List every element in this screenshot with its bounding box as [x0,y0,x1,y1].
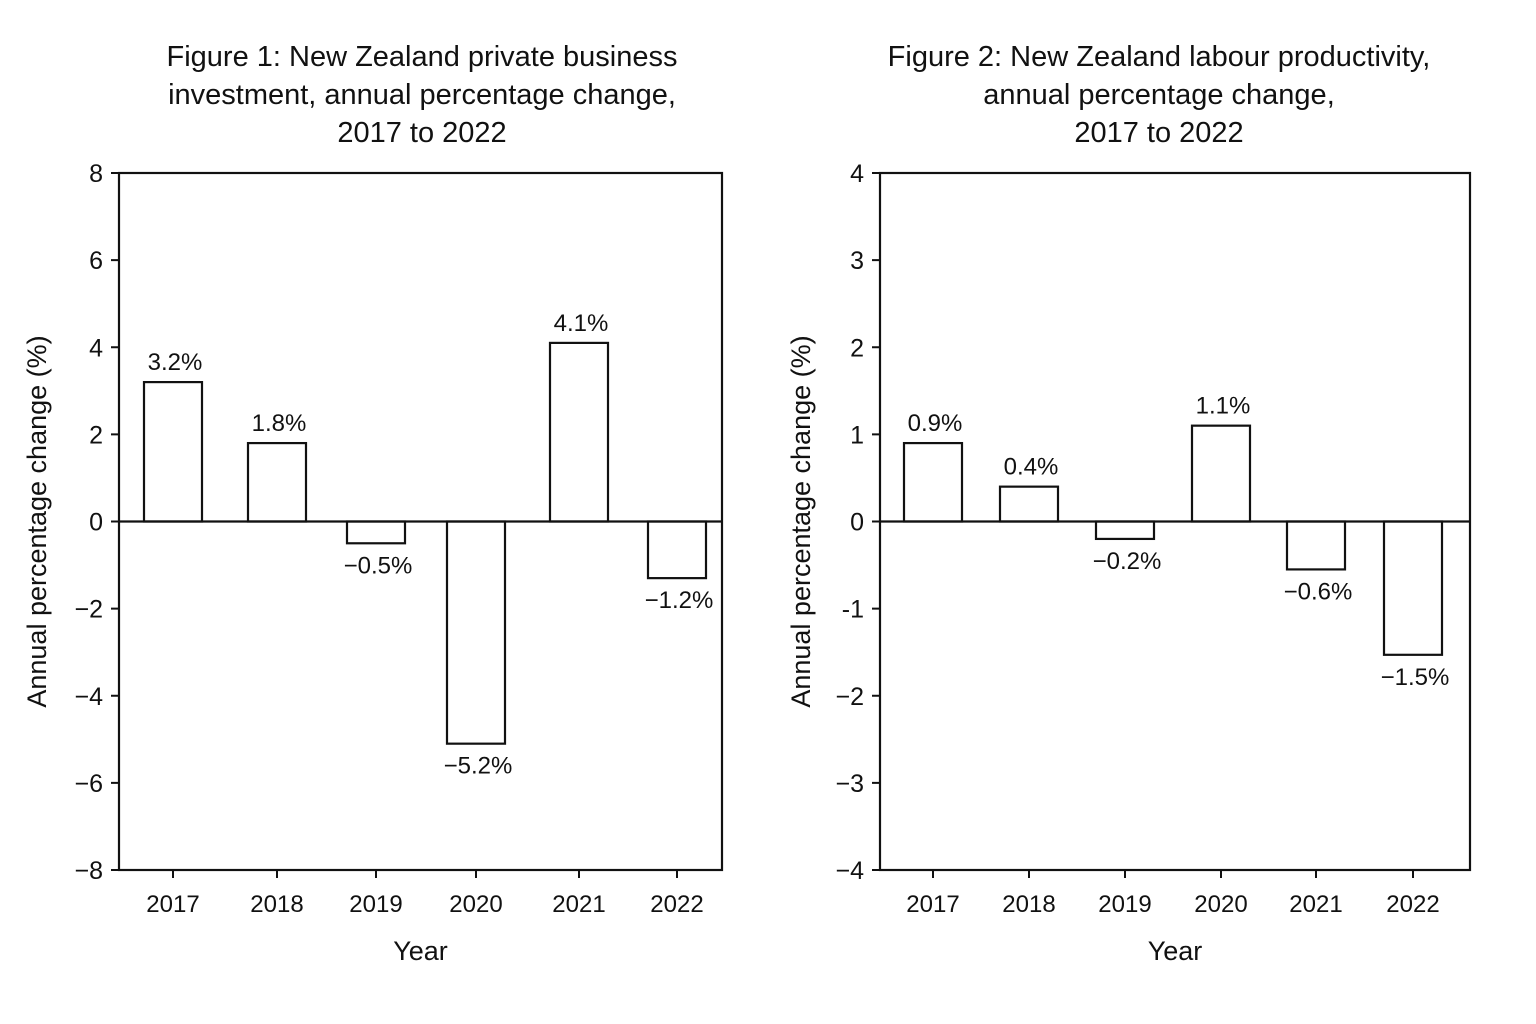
bar-2022 [1382,520,1444,656]
x-tick-label: 2018 [1002,891,1055,918]
bar-2018 [998,485,1060,523]
data-label: −1.5% [1381,664,1450,691]
bar-2020 [445,520,507,745]
data-label: 1.1% [1196,393,1251,420]
bar-2018 [246,441,308,523]
x-tick-label: 2019 [1098,891,1151,918]
chart-title-line: 2017 to 2022 [337,117,506,149]
chart-title-line: annual percentage change, [983,79,1335,111]
data-label: −0.5% [344,552,413,579]
y-tick-label: 2 [89,421,103,449]
y-tick-label: 2 [850,334,864,362]
y-tick-label: 6 [89,247,103,275]
x-tick-label: 2017 [906,891,959,918]
y-tick-label: 1 [850,421,864,449]
y-tick-label: 0 [850,509,864,537]
x-tick-label: 2019 [349,891,402,918]
y-tick-label: −2 [74,596,103,624]
x-axis-title: Year [1148,936,1203,966]
y-tick-label: 4 [850,160,864,188]
x-tick-label: 2022 [650,891,703,918]
x-tick-label: 2021 [552,891,605,918]
x-tick-label: 2020 [1194,891,1247,918]
y-tick-label: 4 [89,334,103,362]
x-tick-label: 2020 [449,891,502,918]
y-axis-title: Annual percentage change (%) [22,335,52,707]
bar-2022 [646,520,708,580]
data-label: 4.1% [554,310,609,337]
x-tick-label: 2018 [250,891,303,918]
y-tick-label: 8 [89,160,103,188]
data-label: −0.6% [1284,578,1353,605]
data-label: 3.2% [148,349,203,376]
bar-2017 [902,441,964,523]
y-tick-label: 0 [89,509,103,537]
y-tick-label: −3 [835,770,864,798]
chart-title-line: Figure 1: New Zealand private business [167,41,678,73]
y-tick-label: −8 [74,857,103,885]
bar-2021 [1285,520,1347,571]
x-tick-label: 2021 [1289,891,1342,918]
data-label: 0.9% [908,410,963,437]
chart-figure-1: Figure 1: New Zealand private business in… [22,41,724,966]
x-axis-title: Year [393,936,448,966]
y-tick-label: −6 [74,770,103,798]
data-label: 1.8% [252,410,307,437]
y-tick-label: −4 [74,683,103,711]
y-axis-title: Annual percentage change (%) [786,335,816,707]
bar-2019 [345,520,407,545]
data-label: −0.2% [1093,548,1162,575]
chart-title-line: investment, annual percentage change, [168,79,676,111]
bar-2020 [1190,424,1252,523]
x-tick-label: 2022 [1386,891,1439,918]
data-label: −1.2% [645,587,714,614]
bar-2021 [548,341,610,523]
y-tick-label: -1 [842,596,864,624]
data-label: −5.2% [444,753,513,780]
bar-2019 [1094,520,1156,541]
x-tick-label: 2017 [146,891,199,918]
y-tick-label: 3 [850,247,864,275]
y-tick-label: −4 [835,857,864,885]
chart-title-line: Figure 2: New Zealand labour productivit… [888,41,1431,73]
bar-2017 [142,381,204,523]
y-tick-label: −2 [835,683,864,711]
chart-figure-2: Figure 2: New Zealand labour productivit… [786,41,1472,966]
chart-title-line: 2017 to 2022 [1074,117,1243,149]
data-label: 0.4% [1004,454,1059,481]
